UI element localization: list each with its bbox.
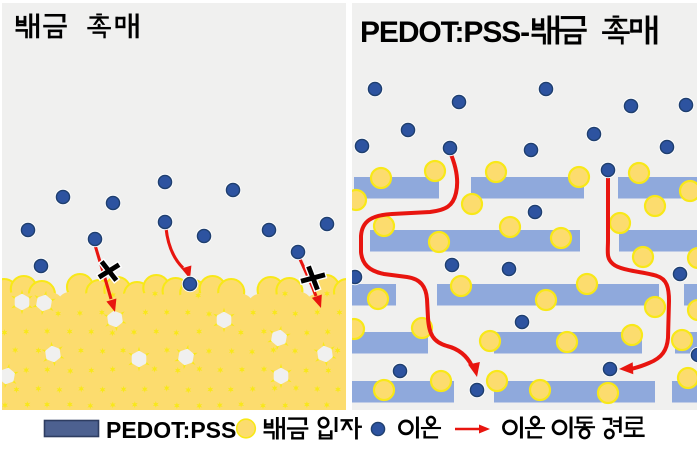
svg-text:PEDOT:PSS-: PEDOT:PSS- [360, 16, 529, 49]
svg-text:PEDOT:PSS: PEDOT:PSS [106, 417, 236, 443]
